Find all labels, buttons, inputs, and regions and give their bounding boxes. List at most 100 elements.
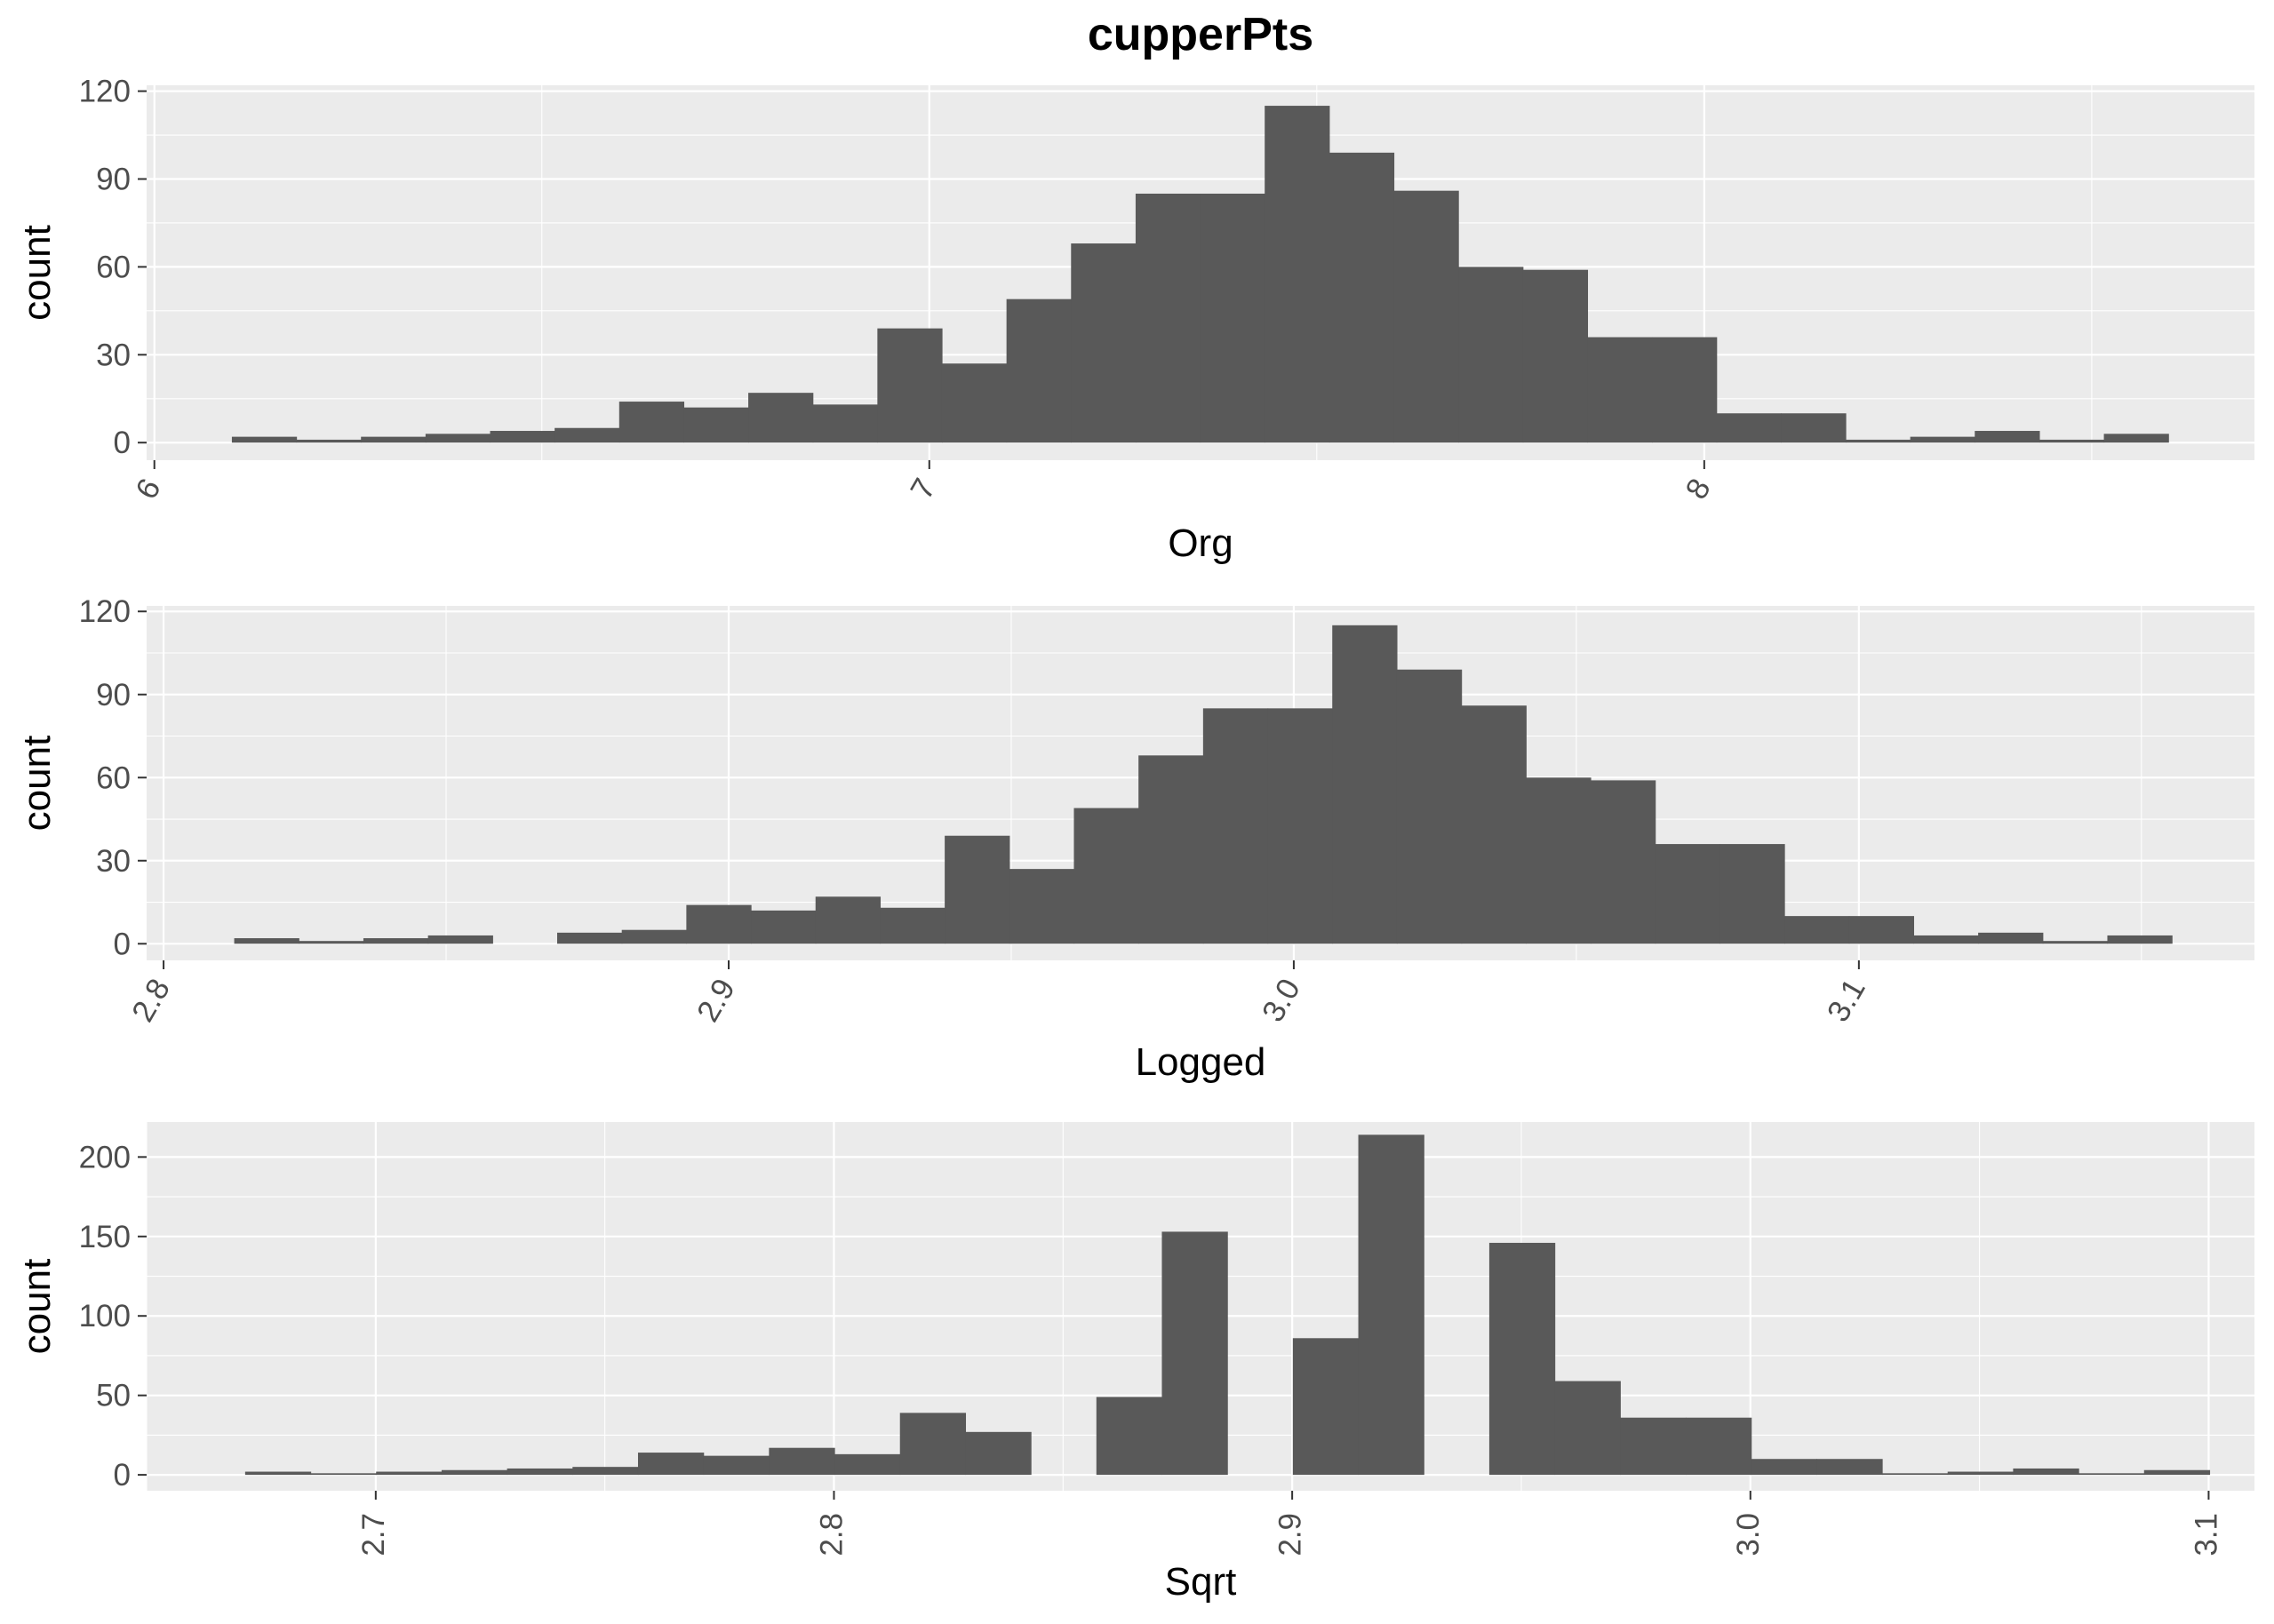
histogram-bar	[1652, 337, 1718, 443]
histogram-bar	[1590, 780, 1656, 944]
x-axis-title: Sqrt	[1165, 1560, 1237, 1604]
histogram-bar	[310, 1473, 377, 1476]
histogram-bar	[703, 1455, 770, 1476]
histogram-bar	[2013, 1468, 2079, 1476]
histogram-bar	[1845, 439, 1911, 443]
x-tick-label: 2.9	[1273, 1513, 1307, 1556]
histogram-bar	[1393, 190, 1459, 443]
histogram-bar	[877, 328, 943, 443]
x-axis-title: Logged	[1136, 1040, 1266, 1084]
y-tick-label: 100	[79, 1299, 131, 1333]
histogram-bar	[815, 896, 882, 944]
histogram-bar	[1784, 916, 1850, 944]
histogram-bar	[1978, 932, 2044, 944]
histogram-panel-1: 0 30 60 90 120 6 7 8 Org count	[15, 75, 2254, 565]
histogram-bar	[1587, 337, 1653, 443]
x-tick-label: 6	[129, 473, 168, 505]
histogram-bar	[941, 363, 1008, 443]
histogram-bar	[899, 1413, 967, 1476]
histogram-bar	[2042, 941, 2109, 944]
histogram-bar	[507, 1468, 573, 1476]
histogram-bar	[1882, 1473, 1949, 1476]
histogram-panels: 0 30 60 90 120 6 7 8 Org count 0 30 60 90 120 2.8 2.9 3.0…	[15, 75, 2254, 1604]
histogram-bar	[621, 929, 687, 944]
x-tick-label: 2.8	[125, 973, 177, 1028]
histogram-bar	[637, 1453, 705, 1476]
histogram-bar	[2079, 1473, 2145, 1476]
histogram-bar	[1135, 193, 1201, 443]
x-axis-title: Org	[1168, 521, 1233, 565]
histogram-bar	[1522, 269, 1589, 443]
x-tick-label: 8	[1679, 473, 1718, 505]
histogram-bar	[1006, 299, 1072, 443]
histogram-bar	[1009, 869, 1075, 944]
histogram-bar	[1396, 669, 1463, 944]
histogram-bar	[1620, 1417, 1687, 1476]
histogram-bar	[234, 938, 299, 944]
histogram-bar	[2107, 935, 2173, 944]
histogram-bar	[2143, 1469, 2211, 1476]
histogram-bar	[812, 404, 878, 443]
histogram-bar	[361, 436, 427, 443]
histogram-bar	[1161, 1231, 1228, 1476]
histogram-bar	[2103, 434, 2169, 443]
histogram-bar	[441, 1469, 508, 1476]
x-tick-label: 3.0	[1256, 973, 1307, 1028]
histogram-bar	[572, 1467, 639, 1476]
x-tick-label: 2.9	[690, 973, 742, 1028]
histogram-bar	[1685, 1417, 1752, 1476]
histogram-bar	[618, 402, 685, 443]
histogram-bar	[834, 1453, 901, 1476]
histogram-bar	[1358, 1134, 1424, 1476]
histogram-bar	[299, 941, 364, 944]
histogram-bar	[1202, 708, 1269, 944]
x-tick-label: 3.1	[2190, 1513, 2224, 1556]
y-tick-label: 200	[79, 1140, 131, 1174]
histogram-bar	[751, 910, 817, 944]
y-tick-label: 30	[96, 338, 131, 372]
histogram-bar	[1781, 413, 1847, 443]
histogram-bar	[1138, 755, 1204, 944]
histogram-bar	[1461, 705, 1527, 944]
histogram-bar	[1526, 777, 1592, 944]
histogram-bar	[1488, 1242, 1556, 1476]
histogram-bar	[1816, 1459, 1883, 1476]
histogram-bar	[1200, 193, 1265, 443]
x-tick-label: 3.0	[1731, 1513, 1766, 1556]
y-axis-title: count	[15, 1259, 59, 1355]
histogram-bar	[1751, 1459, 1817, 1476]
histogram-bar	[490, 431, 555, 443]
histogram-bar	[1267, 708, 1333, 944]
y-tick-label: 120	[79, 75, 131, 109]
y-tick-label: 90	[96, 678, 131, 712]
x-tick-label: 2.8	[815, 1513, 850, 1556]
histogram-bar	[945, 835, 1010, 944]
y-tick-label: 90	[96, 163, 131, 197]
histogram-bar	[296, 439, 362, 443]
histogram-bar	[231, 436, 298, 443]
histogram-bar	[1292, 1338, 1360, 1476]
histogram-bar	[363, 938, 429, 944]
histogram-bar	[556, 932, 623, 944]
y-tick-label: 60	[96, 250, 131, 284]
histogram-bar	[1071, 243, 1137, 443]
y-tick-label: 0	[114, 426, 131, 460]
histogram-bar	[1975, 431, 2040, 443]
histogram-bar	[769, 1447, 835, 1476]
x-tick-label: 7	[904, 473, 943, 505]
histogram-bar	[1910, 436, 1975, 443]
y-tick-label: 0	[114, 927, 131, 961]
x-tick-label: 3.1	[1821, 973, 1872, 1028]
histogram-bar	[425, 434, 491, 443]
figure-title: cupperPts	[1088, 9, 1313, 60]
histogram-bar	[880, 907, 946, 944]
y-tick-label: 120	[79, 594, 131, 629]
y-tick-label: 0	[114, 1458, 131, 1493]
histogram-panel-2: 0 30 60 90 120 2.8 2.9 3.0 3.1 Logged count	[15, 594, 2254, 1084]
histogram-bar	[1947, 1471, 2015, 1476]
y-axis-title: count	[15, 225, 59, 321]
y-tick-label: 30	[96, 844, 131, 879]
histogram-bar	[2039, 439, 2105, 443]
histogram-panel-3: 0 50 100 150 200 2.7 2.8 2.9 3.0 3.1 Sqrt count	[15, 1122, 2254, 1604]
histogram-bar	[1073, 808, 1139, 944]
